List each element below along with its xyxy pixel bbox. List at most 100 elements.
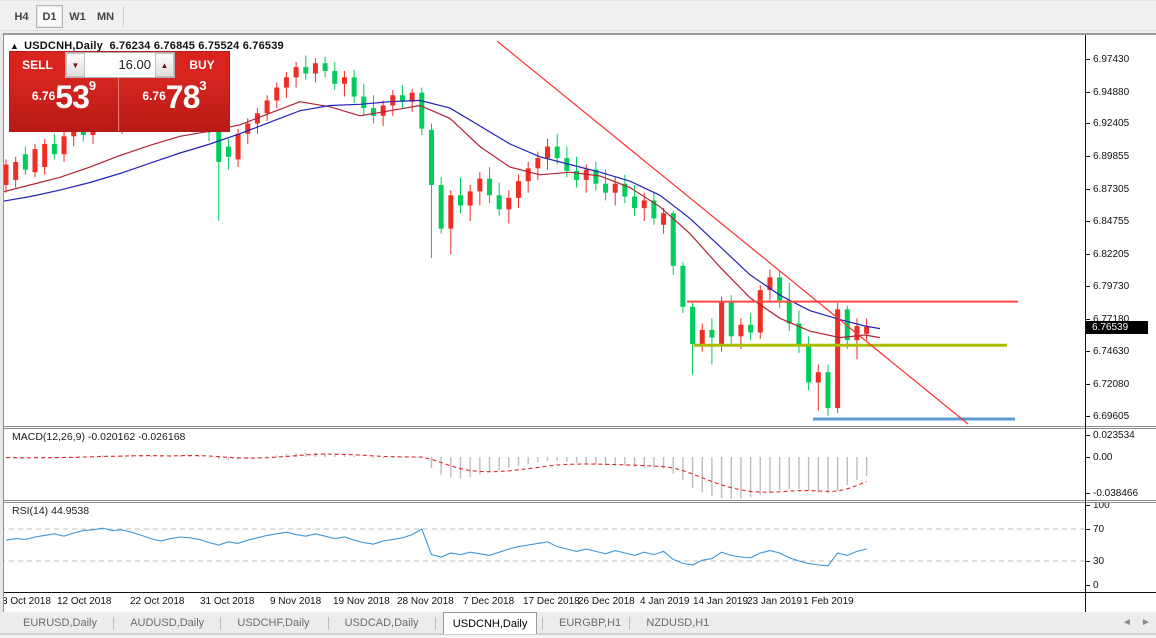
macd-panel-splitter[interactable] [0, 426, 1156, 429]
price-tick: 6.69605 [1093, 410, 1130, 422]
date-tick-label: 22 Oct 2018 [130, 596, 185, 607]
rsi-tick: 0 [1093, 580, 1099, 591]
date-tick-label: 4 Jan 2019 [640, 596, 690, 607]
price-tick-tickmark [1086, 221, 1090, 223]
macd-tick: -0.038466 [1093, 487, 1139, 499]
chart-tab-eurgbp[interactable]: EURGBP,H1 [559, 617, 622, 629]
rsi-tick-tickmark [1086, 529, 1090, 530]
date-tick-label: 23 Jan 2019 [747, 596, 803, 607]
price-tick: 6.84755 [1093, 216, 1130, 228]
volume-spinner: ▼ 16.00 ▲ [65, 52, 175, 78]
rsi-tick: 100 [1093, 500, 1110, 511]
date-tick-label: 7 Dec 2018 [463, 596, 515, 607]
chart-tab-audusd[interactable]: AUDUSD,Daily [130, 617, 205, 629]
volume-input[interactable]: 16.00 [118, 57, 151, 72]
rsi-label: RSI(14) 44.9538 [12, 505, 90, 517]
rsi-tick: 70 [1093, 524, 1105, 535]
tabs-scroll-right-icon[interactable]: ► [1141, 617, 1151, 628]
date-axis[interactable]: 3 Oct 2018 12 Oct 2018 22 Oct 2018 31 Oct 2… [0, 593, 1085, 612]
chart-tab-eurusd[interactable]: EURUSD,Daily [23, 617, 97, 629]
buy-price-pip: 3 [199, 78, 207, 93]
chart-title: ▲ USDCNH,Daily 6.76234 6.76845 6.75524 6.… [10, 40, 284, 52]
chart-tab-nzdusd[interactable]: NZDUSD,H1 [646, 617, 710, 629]
date-tick-label: 14 Jan 2019 [693, 596, 749, 607]
date-tick-label: 28 Nov 2018 [397, 596, 454, 607]
tab-separator [220, 617, 222, 630]
date-tick-label: 3 Oct 2018 [2, 596, 51, 607]
sell-price-button[interactable]: 6.76539 [10, 78, 119, 131]
sell-price-main: 53 [55, 79, 90, 115]
macd-tick-tickmark [1086, 434, 1090, 436]
price-tick-tickmark [1086, 123, 1090, 125]
sell-button[interactable]: SELL [10, 52, 65, 78]
price-tick-tickmark [1086, 188, 1090, 190]
current-price-badge: 6.76539 [1086, 320, 1148, 334]
rsi-tick: 30 [1093, 556, 1105, 567]
price-axis-border [1085, 35, 1086, 612]
price-tick: 6.79730 [1093, 280, 1130, 292]
price-tick-tickmark [1086, 351, 1090, 353]
timeframe-toolbar: H4 D1 W1 MN [0, 0, 1156, 31]
buy-price-main: 78 [165, 79, 201, 115]
timeframe-button-mn[interactable]: MN [96, 11, 115, 23]
macd-tick: 0.023534 [1093, 429, 1135, 441]
rsi-panel-splitter[interactable] [0, 500, 1156, 503]
rsi-tick-tickmark [1086, 585, 1090, 586]
date-tick-label: 31 Oct 2018 [200, 596, 255, 607]
price-tick: 6.89855 [1093, 151, 1130, 163]
price-axis[interactable]: 6.97430 6.94880 6.92405 6.89855 6.87305 6.847… [1086, 35, 1156, 612]
buy-button[interactable]: BUY [175, 52, 229, 78]
price-tick: 6.82205 [1093, 249, 1130, 261]
chart-tab-usdcad[interactable]: USDCAD,Daily [344, 617, 419, 629]
window-left-edge [0, 33, 4, 612]
one-click-trading-panel: SELL ▼ 16.00 ▲ BUY 6.76539 6.76783 [10, 52, 229, 131]
macd-indicator-chart[interactable] [0, 429, 1085, 501]
date-axis-border [0, 592, 1156, 593]
date-tick-label: 1 Feb 2019 [803, 596, 854, 607]
price-tick: 6.92405 [1093, 118, 1130, 130]
tab-separator [327, 617, 329, 630]
price-tick: 6.77180 [1093, 313, 1130, 325]
price-tick-tickmark [1086, 254, 1090, 256]
rsi-tick-tickmark [1086, 505, 1090, 506]
rsi-indicator-chart[interactable] [0, 503, 1085, 592]
timeframe-button-w1[interactable]: W1 [69, 11, 86, 23]
sell-price-prefix: 6.76 [31, 89, 56, 103]
volume-decrease-icon[interactable]: ▼ [66, 53, 85, 77]
timeframe-button-d1[interactable]: D1 [36, 5, 63, 28]
status-bar [0, 634, 1156, 638]
chart-tab-usdcnh[interactable]: USDCNH,Daily [442, 612, 538, 634]
macd-tick-tickmark [1086, 492, 1090, 494]
price-tick: 6.87305 [1093, 183, 1130, 195]
tab-separator [113, 617, 115, 630]
tabs-scroll-left-icon[interactable]: ◄ [1122, 617, 1132, 628]
date-tick-label: 17 Dec 2018 [523, 596, 580, 607]
macd-tick: 0.00 [1093, 452, 1113, 463]
price-tick: 6.94880 [1093, 86, 1130, 98]
price-tick-tickmark [1086, 415, 1090, 417]
tab-separator [629, 617, 631, 630]
tab-separator [542, 617, 543, 630]
price-tick-tickmark [1086, 156, 1090, 158]
price-tick-tickmark [1086, 383, 1090, 385]
price-tick-tickmark [1086, 318, 1090, 320]
tab-separator [434, 617, 436, 630]
buy-price-button[interactable]: 6.76783 [120, 78, 229, 131]
volume-increase-icon[interactable]: ▲ [155, 53, 174, 77]
buy-price-prefix: 6.76 [142, 89, 166, 103]
price-tick-tickmark [1086, 59, 1090, 60]
collapse-triangle-icon[interactable]: ▲ [10, 41, 20, 51]
sell-price-pip: 9 [88, 78, 97, 93]
timeframe-button-h4[interactable]: H4 [14, 11, 29, 23]
price-tick: 6.72080 [1093, 378, 1130, 390]
macd-label: MACD(12,26,9) -0.020162 -0.026168 [12, 431, 186, 443]
price-tick: 6.97430 [1093, 54, 1130, 65]
rsi-tick-tickmark [1086, 561, 1090, 562]
chart-tab-bar: EURUSD,Daily AUDUSD,Daily USDCHF,Daily USDC… [0, 612, 1156, 634]
quote-ohlc-label: 6.76234 6.76845 6.75524 6.76539 [109, 40, 284, 52]
date-tick-label: 19 Nov 2018 [333, 596, 390, 607]
price-tick: 6.74630 [1093, 346, 1130, 358]
chart-tab-usdchf[interactable]: USDCHF,Daily [237, 617, 310, 629]
price-tick-tickmark [1086, 285, 1090, 287]
